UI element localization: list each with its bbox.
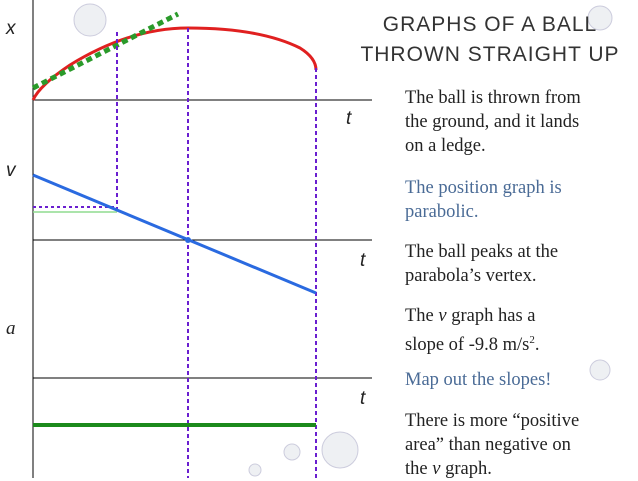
text-run: graph. xyxy=(440,459,492,479)
paragraph: Map out the slopes! xyxy=(405,368,551,392)
droplets xyxy=(73,3,613,477)
text-line: The ball is thrown from xyxy=(405,88,581,108)
axis-label: v xyxy=(6,160,16,181)
text-line: area” than negative on xyxy=(405,435,571,455)
position-curve xyxy=(31,26,318,101)
text-line: The ball peaks at the xyxy=(405,242,559,262)
text-run: v xyxy=(438,306,447,326)
axis-label: t xyxy=(346,108,352,129)
paragraph: The ball peaks at the parabola’s vertex. xyxy=(405,240,558,288)
text-line: on a ledge. xyxy=(405,136,486,156)
vertex-point xyxy=(185,237,191,243)
text-run: . xyxy=(534,335,540,356)
text-line: the v graph. xyxy=(405,457,579,481)
title: GRAPHS OF A BALL THROWN STRAIGHT UP xyxy=(345,10,635,70)
title-line: THROWN STRAIGHT UP xyxy=(360,43,620,66)
paragraph: The v graph has a slope of -9.8 m/s2. xyxy=(405,304,539,357)
axis-label: t xyxy=(360,388,366,409)
text-line: The v graph has a xyxy=(405,304,539,328)
paragraph: The position graph is parabolic. xyxy=(405,176,562,224)
axis-label: a xyxy=(6,318,16,339)
text-run: slope of -9.8 m/s xyxy=(405,335,530,356)
tangent-line xyxy=(31,11,180,91)
title-line: GRAPHS OF A BALL xyxy=(382,13,598,36)
text-line: parabola’s vertex. xyxy=(405,266,537,286)
text-run: v xyxy=(432,459,441,479)
text-run: graph has a xyxy=(446,306,536,326)
axis-label: t xyxy=(360,250,366,271)
text-line: slope of -9.8 m/s2. xyxy=(405,328,539,357)
time-markers xyxy=(116,28,317,478)
paragraph: There is more “positive area” than negat… xyxy=(405,409,579,481)
text-run: 2 xyxy=(529,334,535,346)
text-run: the xyxy=(405,459,433,479)
text-line: the ground, and it lands xyxy=(405,112,580,132)
text-line: parabolic. xyxy=(405,202,479,222)
axis-label: x xyxy=(6,18,16,39)
text-line: Map out the slopes! xyxy=(405,370,552,390)
paragraph: The ball is thrown from the ground, and … xyxy=(405,86,581,158)
text-run: The xyxy=(405,306,439,326)
text-line: The position graph is xyxy=(405,178,562,198)
text-line: There is more “positive xyxy=(405,411,580,431)
velocity-line xyxy=(32,173,317,295)
